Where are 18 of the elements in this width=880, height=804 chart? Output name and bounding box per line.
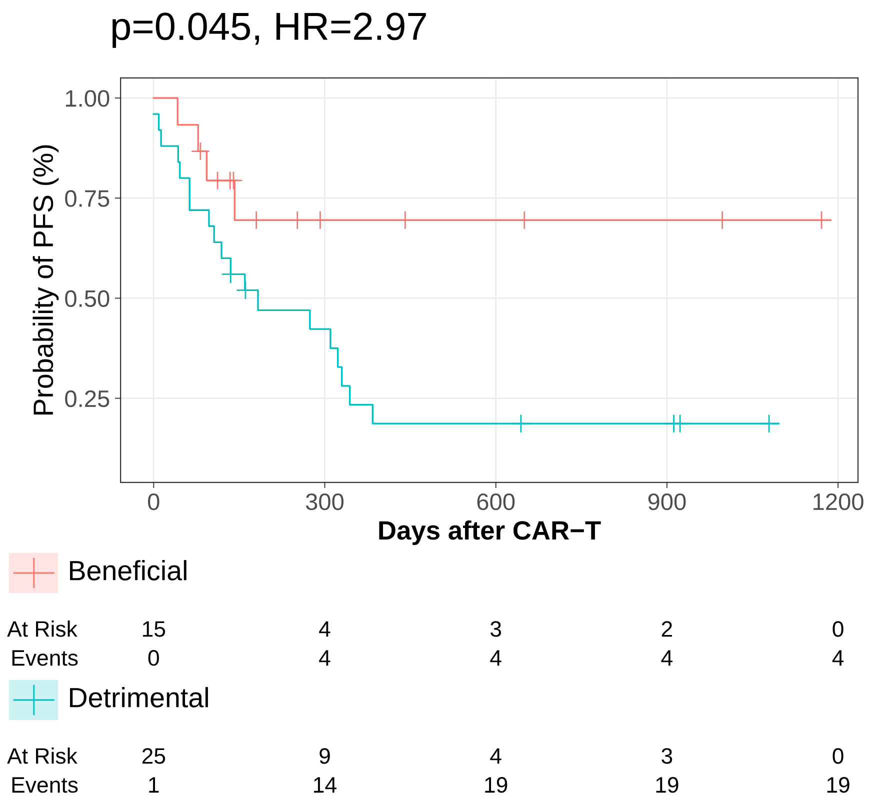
text: At Risk 25 9 4 3 0	[7, 748, 844, 764]
y-tick-label: 0.75	[65, 190, 110, 207]
y-tick-label: 0.50	[65, 290, 110, 307]
x-axis-title: Days after CAR−T	[379, 520, 601, 545]
text: Events 1 14 19 19 19	[12, 777, 850, 793]
y-tick-label: 1.00	[66, 90, 110, 107]
text: At Risk 15 4 3 2 0	[7, 620, 844, 637]
x-tick-label: 600	[477, 493, 515, 510]
x-tick-label: 0	[148, 493, 160, 510]
y-tick-label: 0.25	[65, 390, 110, 408]
x-tick-label: 900	[648, 493, 686, 510]
legend-label: Detrimental	[70, 687, 208, 708]
legend-label: Beneficial	[70, 560, 186, 580]
x-tick-label: 300	[306, 493, 344, 510]
x-tick-label: 1200	[814, 493, 864, 510]
chart-title: p=0.045, HR=2.97	[112, 12, 426, 48]
text: Events 0 4 4 4 4	[12, 650, 844, 666]
y-axis-title: Probability of PFS (%)	[32, 145, 59, 415]
